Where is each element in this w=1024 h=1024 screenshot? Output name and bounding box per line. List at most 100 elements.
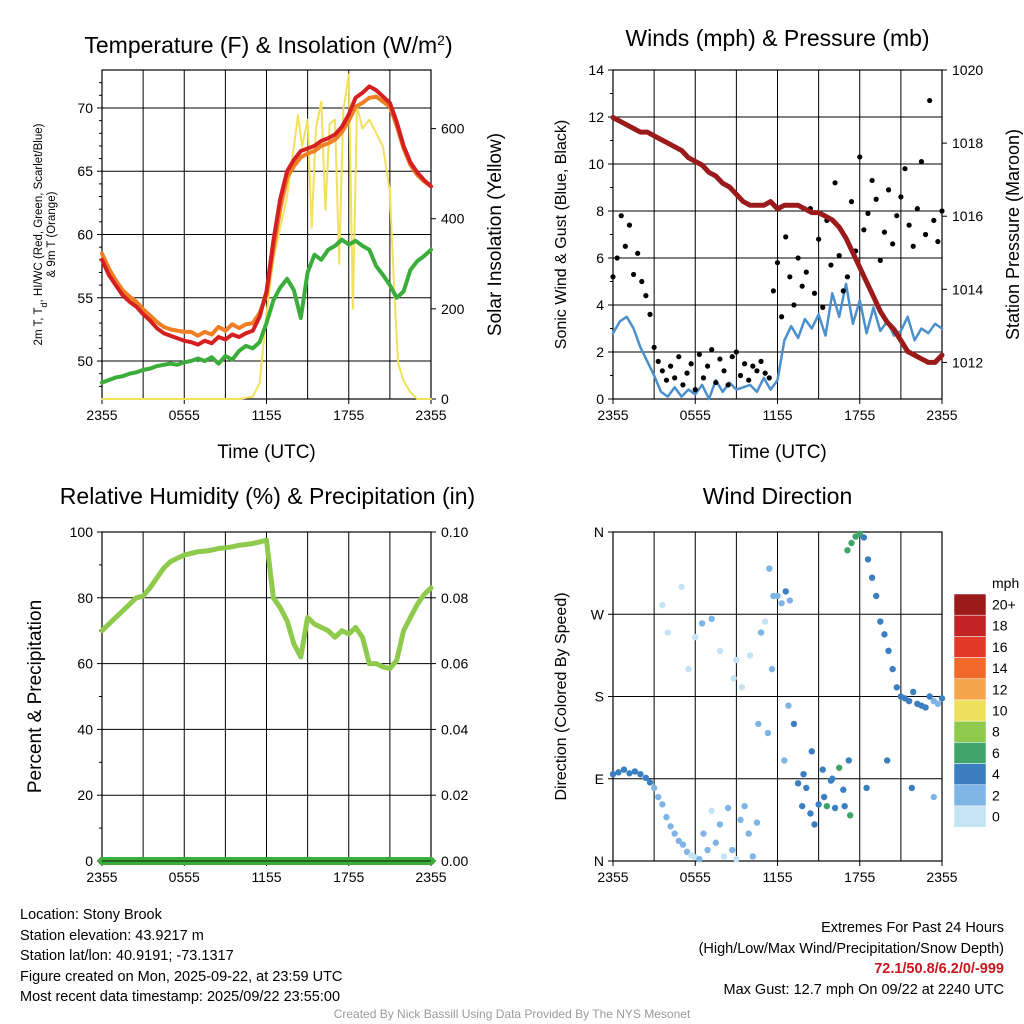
legend-label: 4 (992, 766, 1000, 782)
direction-point (757, 629, 765, 636)
gust-point (655, 358, 661, 364)
gust-point (676, 354, 682, 360)
max-gust-label: Max Gust: 12.7 mph On 09/22 at 2240 UTC (723, 981, 1004, 998)
direction-point (790, 720, 798, 728)
x-axis-label: Time (UTC) (217, 442, 316, 463)
direction-point (716, 647, 724, 655)
gust-point (931, 217, 937, 223)
chart-title: Temperature (F) & Insolation (W/m2) (84, 32, 452, 58)
direction-point (835, 764, 843, 771)
legend-label: 6 (992, 745, 1000, 761)
y2-axis-label: Station Pressure (Maroon) (1003, 129, 1023, 340)
direction-point (845, 757, 852, 764)
direction-point (863, 784, 870, 792)
direction-point (893, 684, 900, 691)
gust-point (725, 382, 731, 388)
x-tick-label: 0555 (680, 407, 711, 423)
extremes-title: Extremes For Past 24 Hours (821, 920, 1004, 936)
y-tick-label: S (595, 689, 604, 705)
direction-point (741, 802, 748, 810)
direction-point (885, 647, 892, 655)
x-tick-label: 2355 (926, 407, 957, 423)
speed-legend: mph 20+ 18 16 14 12 10 8 6 4 2 0 (953, 575, 1019, 828)
y-tick-label: 20 (77, 787, 93, 803)
gust-point (721, 368, 727, 374)
gust-point (700, 375, 707, 381)
direction-point (642, 774, 650, 782)
direction-point (905, 697, 913, 705)
direction-point (864, 556, 872, 563)
legend-label: 14 (992, 660, 1008, 676)
direction-point (663, 813, 670, 821)
y-tick-label: 55 (77, 290, 93, 306)
direction-point (820, 793, 828, 801)
gust-point (881, 229, 888, 235)
legend-swatch (953, 699, 987, 722)
gust-point (626, 222, 633, 228)
y-tick-label: 0 (85, 853, 93, 869)
y-tick-label: 2 (596, 344, 604, 360)
x-tick-label: 1155 (251, 407, 281, 423)
direction-point (831, 804, 839, 812)
y-tick-label: 100 (70, 524, 94, 540)
x-tick-label: 1155 (251, 869, 281, 885)
gust-point (795, 255, 801, 261)
gust-point (869, 177, 875, 184)
direction-point (746, 652, 754, 659)
direction-point (708, 807, 715, 814)
x-tick-label: 1755 (844, 869, 875, 885)
y-axis-label: 2m T, Td, HI/WC (Red, Green, Scarlet/Blu… (33, 123, 49, 345)
gust-point (779, 314, 785, 320)
y2-tick-label: 0.06 (441, 656, 468, 672)
gust-point (791, 302, 797, 308)
gust-point (861, 227, 867, 233)
gust-point (820, 304, 826, 310)
legend-swatch (953, 614, 987, 637)
gust-point (816, 236, 822, 242)
series-station-pressure (610, 115, 945, 365)
direction-point (730, 675, 737, 682)
direction-point (671, 830, 678, 837)
y-tick-label: E (595, 771, 604, 787)
station-info: Location: Stony Brook Station elevation:… (20, 905, 342, 1008)
direction-point (708, 615, 715, 623)
gust-point (927, 97, 933, 104)
gust-point (902, 166, 908, 172)
direction-point (609, 770, 617, 778)
gust-point (939, 208, 945, 214)
direction-point (922, 704, 929, 711)
gust-point (885, 187, 892, 193)
direction-point (815, 801, 822, 808)
direction-point (798, 802, 806, 810)
gust-point (840, 288, 846, 294)
chart-title: Winds (mph) & Pressure (mb) (625, 25, 929, 51)
gust-point (910, 243, 916, 249)
y-tick-label: 60 (77, 227, 93, 243)
direction-point (626, 770, 633, 777)
x-tick-label: 2355 (86, 407, 117, 423)
gust-point (737, 372, 744, 379)
direction-point (761, 618, 769, 625)
y-axis-label: Sonic Wind & Gust (Blue, Black) (553, 120, 570, 349)
extremes-values: 72.1/50.8/6.2/0/-999 (874, 961, 1004, 977)
gust-point (713, 379, 719, 386)
gust-point (667, 363, 674, 369)
x-tick-label: 2355 (415, 407, 446, 423)
legend-label: 10 (992, 703, 1008, 719)
gust-point (758, 358, 764, 364)
gust-point (733, 349, 739, 355)
direction-point (716, 821, 724, 828)
gust-point (630, 271, 637, 278)
created-label: Figure created on Mon, 2025-09-22, at 23… (20, 968, 343, 985)
y-tick-label: N (594, 524, 604, 540)
gust-point (857, 154, 863, 160)
direction-point (774, 592, 781, 600)
gust-point (709, 347, 715, 353)
extremes-panel: Extremes For Past 24 Hours (High/Low/Max… (699, 918, 1004, 1000)
direction-point (700, 830, 707, 837)
direction-point (926, 693, 933, 700)
gust-point (906, 222, 912, 228)
y-axis-label-line2: & 9m T (Orange) (46, 191, 58, 277)
x-tick-label: 2355 (597, 407, 628, 423)
y-tick-label: 65 (77, 163, 93, 179)
